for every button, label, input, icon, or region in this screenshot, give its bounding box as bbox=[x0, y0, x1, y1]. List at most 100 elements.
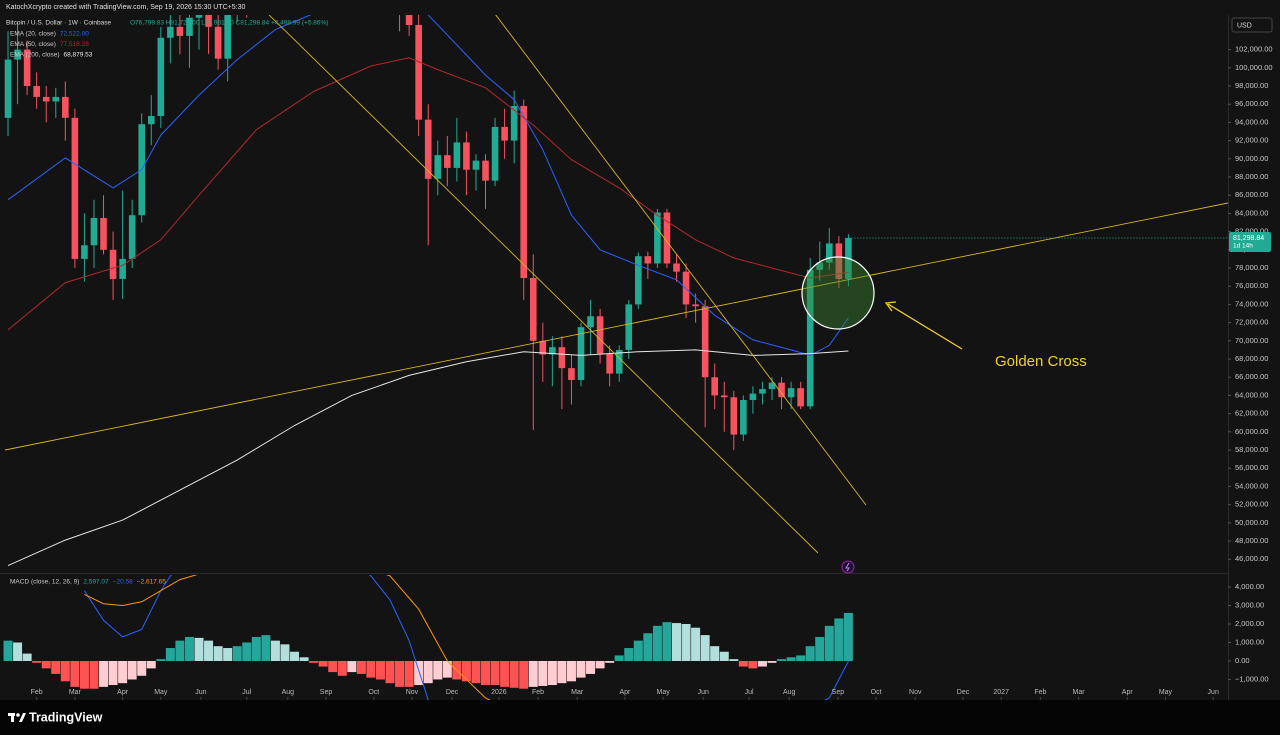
candle-body bbox=[23, 49, 31, 86]
candle-body bbox=[4, 59, 12, 118]
candle-body bbox=[740, 399, 747, 435]
drawings bbox=[4, 15, 1228, 554]
candle-body bbox=[549, 347, 556, 355]
x-tick-label: Apr bbox=[117, 689, 129, 696]
x-tick-label: Sep bbox=[832, 689, 845, 696]
histogram-bar bbox=[290, 651, 300, 661]
candle-body bbox=[42, 96, 50, 102]
candle-body bbox=[692, 304, 699, 307]
histogram-bar bbox=[118, 660, 128, 684]
y-tick-label: 98,000.00 bbox=[1235, 81, 1268, 90]
x-tick-label: Jun bbox=[1208, 689, 1219, 696]
y-tick-label: 88,000.00 bbox=[1235, 172, 1268, 181]
candle-body bbox=[778, 382, 785, 398]
arrow bbox=[887, 303, 963, 350]
candle-body bbox=[128, 215, 136, 259]
histogram-bar bbox=[843, 612, 853, 661]
event-icon[interactable] bbox=[841, 560, 855, 574]
candle-body bbox=[768, 382, 776, 390]
histogram-bar bbox=[280, 644, 290, 661]
x-tick-label: May bbox=[657, 689, 671, 696]
y-tick-label: 72,000.00 bbox=[1235, 318, 1268, 327]
y-tick-label: 92,000.00 bbox=[1235, 136, 1268, 145]
histogram-bar bbox=[108, 660, 118, 686]
histogram-bar bbox=[652, 625, 662, 661]
histogram-bar bbox=[461, 660, 471, 682]
trendline bbox=[268, 15, 819, 554]
histogram-bar bbox=[691, 627, 701, 661]
candle-body bbox=[720, 395, 728, 398]
y-tick-label: 84,000.00 bbox=[1235, 208, 1268, 217]
x-tick-label: Mar bbox=[69, 689, 82, 696]
histogram-bar bbox=[337, 660, 347, 676]
histogram-bar bbox=[404, 660, 414, 687]
indicator-line bbox=[84, 575, 491, 700]
legend-name: EMA (20, close) bbox=[10, 31, 56, 38]
legend-name: EMA (50, close) bbox=[10, 41, 56, 48]
histogram-bar bbox=[99, 660, 109, 687]
y-tick-label: 76,000.00 bbox=[1235, 281, 1268, 290]
macd-pane bbox=[3, 575, 853, 700]
legend-value: 72,522.00 bbox=[60, 31, 89, 38]
legend-name: EMA (200, close) bbox=[10, 52, 60, 59]
currency-box[interactable] bbox=[1231, 17, 1273, 33]
candle-body bbox=[625, 304, 633, 350]
candle-body bbox=[81, 245, 88, 259]
last-price-label: 81,298.84 bbox=[1233, 235, 1264, 242]
candle-body bbox=[415, 25, 422, 120]
y-tick-label: 58,000.00 bbox=[1235, 445, 1268, 454]
histogram-bar bbox=[700, 635, 710, 661]
x-tick-label: Feb bbox=[31, 689, 43, 696]
histogram-bar bbox=[767, 660, 777, 663]
x-tick-label: Nov bbox=[406, 689, 419, 696]
logo-part bbox=[16, 713, 20, 717]
golden-cross-circle bbox=[801, 256, 875, 330]
x-tick-label: Jul bbox=[745, 689, 754, 696]
histogram-bar bbox=[146, 660, 156, 669]
histogram-bar bbox=[242, 642, 252, 661]
histogram-bar bbox=[557, 660, 567, 684]
candle-body bbox=[186, 17, 193, 36]
candle-body bbox=[71, 117, 79, 259]
histogram-bar bbox=[251, 636, 261, 661]
histogram-bar bbox=[538, 660, 548, 686]
candle-body bbox=[167, 26, 174, 38]
candle-body bbox=[558, 347, 566, 369]
candle-body bbox=[501, 126, 508, 141]
candle-body bbox=[453, 142, 461, 168]
histogram-bar bbox=[614, 655, 624, 661]
histogram-bar bbox=[547, 660, 557, 686]
histogram-bar bbox=[729, 659, 739, 661]
legend-value: −2,617.65 bbox=[137, 579, 166, 586]
histogram-bar bbox=[385, 660, 395, 684]
histogram-bar bbox=[232, 646, 242, 661]
y-tick-label: −1,000.00 bbox=[1235, 674, 1269, 683]
legend-value: −20.58 bbox=[113, 579, 133, 586]
candle-body bbox=[33, 85, 40, 97]
histogram-bar bbox=[3, 640, 13, 661]
candle-body bbox=[644, 256, 652, 264]
histogram-bar bbox=[643, 633, 653, 661]
candle-body bbox=[14, 49, 21, 60]
histogram-bar bbox=[375, 660, 385, 680]
x-tick-label: May bbox=[1159, 689, 1173, 696]
candle-body bbox=[482, 160, 489, 181]
candle-body bbox=[654, 212, 661, 264]
legend-value: 68,879.53 bbox=[64, 52, 93, 59]
candle-body bbox=[520, 106, 528, 279]
histogram-bar bbox=[213, 646, 223, 661]
histogram-bar bbox=[89, 660, 99, 689]
histogram-bar bbox=[347, 660, 357, 673]
histogram-bar bbox=[423, 660, 433, 684]
legend-value: 77,518.28 bbox=[60, 41, 89, 48]
histogram-bar bbox=[366, 660, 376, 678]
histogram-bar bbox=[605, 660, 615, 663]
histogram-bar bbox=[51, 660, 61, 674]
histogram-bar bbox=[490, 660, 500, 686]
candle-body bbox=[797, 388, 804, 407]
histogram-bar bbox=[786, 657, 796, 661]
histogram-bar bbox=[672, 623, 682, 661]
histogram-bar bbox=[137, 660, 147, 676]
histogram-bar bbox=[633, 640, 643, 661]
